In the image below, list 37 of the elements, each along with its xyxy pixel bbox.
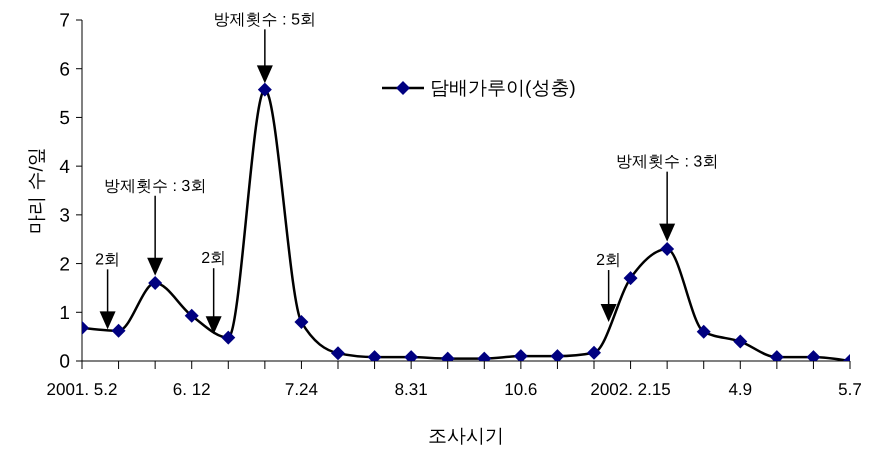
x-tick-label: 8.31 <box>394 380 428 400</box>
x-tick-label: 5.7 <box>838 380 862 400</box>
y-tick-label: 7 <box>59 10 70 32</box>
x-axis-title: 조사시기 <box>428 426 504 447</box>
y-tick-label: 6 <box>59 59 70 80</box>
point <box>184 308 199 323</box>
y-tick-label: 0 <box>59 352 70 373</box>
legend-label: 담배가루이(성충) <box>430 77 576 101</box>
point <box>624 271 638 286</box>
x-tick-label: 10.6 <box>504 380 538 400</box>
point <box>258 82 272 97</box>
x-tick-label: 2001. 5.2 <box>46 380 118 400</box>
y-tick-label: 3 <box>59 206 70 227</box>
annotation: 2회 <box>596 252 622 270</box>
annotation: 방제횟수 : 3회 <box>104 178 206 195</box>
x-tick-label: 2002. 2.15 <box>590 380 671 400</box>
y-tick-label: 1 <box>59 303 70 324</box>
point <box>587 346 601 360</box>
y-axis-title: 마리 수/잎 <box>26 147 48 234</box>
y-tick-label: 5 <box>59 108 70 130</box>
point <box>112 324 126 338</box>
point <box>294 315 308 330</box>
point <box>148 276 162 290</box>
annotation: 2회 <box>95 251 120 268</box>
y-tick-label: 4 <box>59 156 70 178</box>
annotation: 방제횟수 : 5회 <box>214 11 316 28</box>
annotation: 방제횟수 : 3회 <box>616 154 718 171</box>
x-tick-label: 7.24 <box>284 380 318 400</box>
x-tick-label: 6. 12 <box>172 380 211 400</box>
point <box>221 330 236 345</box>
point <box>733 334 748 349</box>
point <box>331 346 345 360</box>
annotation: 2회 <box>201 250 226 268</box>
point <box>696 324 711 339</box>
x-tick-label: 4.9 <box>728 380 752 400</box>
y-tick-label: 2 <box>59 254 70 276</box>
point <box>660 242 674 256</box>
